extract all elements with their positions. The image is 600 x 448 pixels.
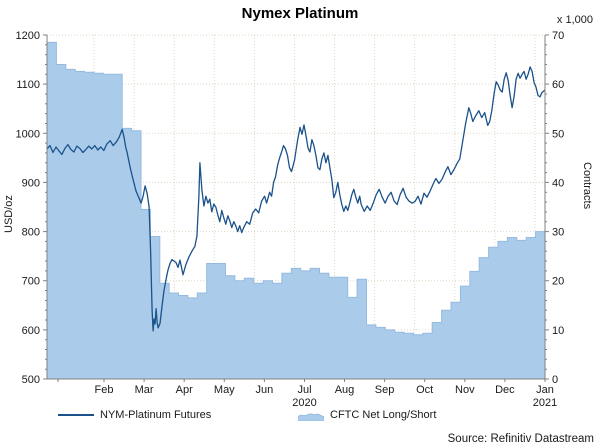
x-axis-month-label: Jun bbox=[256, 384, 274, 396]
x-axis-year-label: 2021 bbox=[533, 397, 557, 409]
cftc-area-path bbox=[46, 41, 546, 380]
legend-label-cftc: CFTC Net Long/Short bbox=[330, 409, 437, 421]
chart-legend: NYM-Platinum Futures CFTC Net Long/Short bbox=[0, 409, 600, 425]
right-axis-title: Contracts bbox=[581, 162, 593, 210]
x-axis-month-label: Apr bbox=[176, 384, 193, 396]
right-axis-tick-label: 10 bbox=[552, 325, 564, 337]
x-axis-month-label: Nov bbox=[455, 384, 475, 396]
x-axis-month-label: Oct bbox=[416, 384, 433, 396]
right-axis-tick-label: 60 bbox=[552, 79, 564, 91]
area-series-swatch bbox=[298, 413, 324, 421]
chart-title: Nymex Platinum bbox=[241, 5, 359, 22]
right-axis-tick-label: 30 bbox=[552, 227, 564, 239]
left-axis-tick-label: 700 bbox=[22, 276, 40, 288]
futures-line-path bbox=[46, 66, 546, 332]
x-axis-month-label: Dec bbox=[495, 384, 515, 396]
source-attribution: Source: Refinitiv Datastream bbox=[447, 433, 594, 445]
x-axis-month-label: May bbox=[214, 384, 235, 396]
x-axis-month-label: Aug bbox=[335, 384, 355, 396]
x-axis-month-label: Jul bbox=[297, 384, 311, 396]
left-axis-tick-label: 1000 bbox=[16, 128, 40, 140]
x-axis-month-label: Sep bbox=[375, 384, 395, 396]
x-axis-month-label: Feb bbox=[95, 384, 114, 396]
left-axis-tick-label: 900 bbox=[22, 177, 40, 189]
line-series-swatch bbox=[58, 414, 94, 416]
legend-item-futures: NYM-Platinum Futures bbox=[58, 409, 211, 421]
left-axis-tick-label: 500 bbox=[22, 374, 40, 386]
right-axis-tick-label: 50 bbox=[552, 128, 564, 140]
right-axis-unit-note: x 1,000 bbox=[556, 14, 593, 26]
legend-label-futures: NYM-Platinum Futures bbox=[100, 409, 212, 421]
right-axis-tick-label: 0 bbox=[552, 374, 558, 386]
x-axis-year-label: 2020 bbox=[292, 397, 316, 409]
right-axis-tick-label: 20 bbox=[552, 276, 564, 288]
left-axis-tick-label: 800 bbox=[22, 227, 40, 239]
left-axis-tick-label: 600 bbox=[22, 325, 40, 337]
right-axis-tick-label: 40 bbox=[552, 177, 564, 189]
left-axis-title: USD/oz bbox=[3, 195, 15, 233]
right-axis-tick-label: 70 bbox=[552, 30, 564, 42]
x-axis-month-label: Mar bbox=[135, 384, 154, 396]
legend-item-cftc: CFTC Net Long/Short bbox=[298, 409, 436, 421]
x-axis-month-label: Jan bbox=[536, 384, 554, 396]
left-axis-tick-label: 1200 bbox=[16, 30, 40, 42]
left-axis-tick-label: 1100 bbox=[16, 79, 40, 91]
